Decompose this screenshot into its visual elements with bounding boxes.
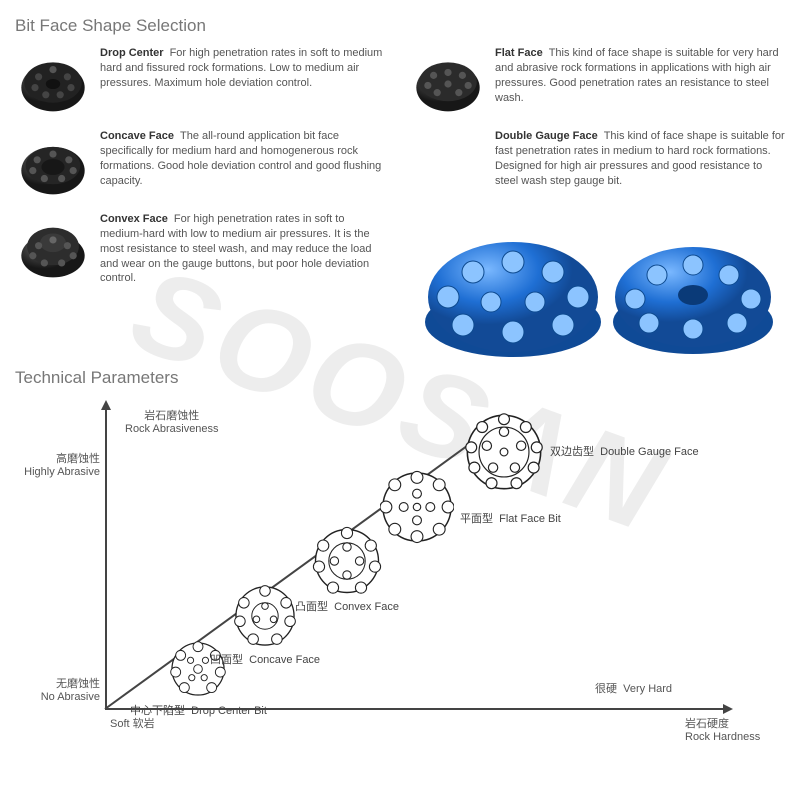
- node-double: 双边齿型 Double Gauge Face: [465, 413, 543, 491]
- lbl-y-top: 岩石磨蚀性Rock Abrasiveness: [125, 410, 219, 436]
- node-flat-label: 平面型 Flat Face Bit: [460, 510, 561, 526]
- desc-concave: Concave FaceThe all-round application bi…: [100, 129, 390, 188]
- content: Bit Face Shape Selection Drop CenterFor …: [15, 16, 785, 738]
- node-drop-label: 中心下陷型 Drop Center Bit: [130, 702, 267, 718]
- name-convex: Convex Face: [100, 213, 168, 225]
- lbl-x-soft: Soft 软岩: [110, 718, 155, 731]
- chart: 岩石磨蚀性Rock Abrasiveness 高磨蚀性Highly Abrasi…: [15, 398, 785, 738]
- title-shapes: Bit Face Shape Selection: [15, 16, 785, 36]
- desc-drop: Drop CenterFor high penetration rates in…: [100, 46, 390, 91]
- name-double: Double Gauge Face: [495, 130, 598, 142]
- shape-grid: Drop CenterFor high penetration rates in…: [15, 46, 785, 362]
- node-concave-icon: [232, 583, 298, 649]
- desc-flat: Flat FaceThis kind of face shape is suit…: [495, 46, 785, 105]
- card-double: Double Gauge FaceThis kind of face shape…: [410, 129, 785, 204]
- desc-convex: Convex FaceFor high penetration rates in…: [100, 212, 390, 286]
- lbl-x-axis: 岩石硬度Rock Hardness: [685, 718, 760, 744]
- thumb-drop: [15, 46, 90, 121]
- card-flat: Flat FaceThis kind of face shape is suit…: [410, 46, 785, 121]
- node-double-icon: [465, 413, 543, 491]
- lbl-y-high: 高磨蚀性Highly Abrasive: [15, 453, 100, 479]
- convex-face-icon: [17, 214, 89, 286]
- concave-face-icon: [17, 131, 89, 203]
- lbl-x-hard: 很硬 Very Hard: [595, 683, 672, 696]
- node-flat-icon: [380, 470, 454, 544]
- axis-y: [105, 408, 107, 708]
- lbl-y-low: 无磨蚀性No Abrasive: [15, 678, 100, 704]
- thumb-flat: [410, 46, 485, 121]
- node-flat: 平面型 Flat Face Bit: [380, 470, 454, 544]
- node-convex-icon: [312, 526, 382, 596]
- card-drop: Drop CenterFor high penetration rates in…: [15, 46, 390, 121]
- thumb-concave: [15, 129, 90, 204]
- card-convex: Convex FaceFor high penetration rates in…: [15, 212, 390, 287]
- name-flat: Flat Face: [495, 47, 543, 59]
- desc-double: Double Gauge FaceThis kind of face shape…: [495, 129, 785, 188]
- thumb-empty: [410, 129, 485, 204]
- blue-bits-icon: [418, 212, 778, 362]
- blue-bits: [410, 212, 785, 362]
- node-concave-label: 凹面型 Concave Face: [210, 651, 320, 667]
- name-concave: Concave Face: [100, 130, 174, 142]
- drop-center-icon: [17, 48, 89, 120]
- card-concave: Concave FaceThe all-round application bi…: [15, 129, 390, 204]
- node-double-label: 双边齿型 Double Gauge Face: [550, 443, 699, 459]
- title-params: Technical Parameters: [15, 368, 785, 388]
- node-convex-label: 凸面型 Convex Face: [295, 598, 399, 614]
- thumb-convex: [15, 212, 90, 287]
- name-drop: Drop Center: [100, 47, 164, 59]
- flat-face-icon: [412, 48, 484, 120]
